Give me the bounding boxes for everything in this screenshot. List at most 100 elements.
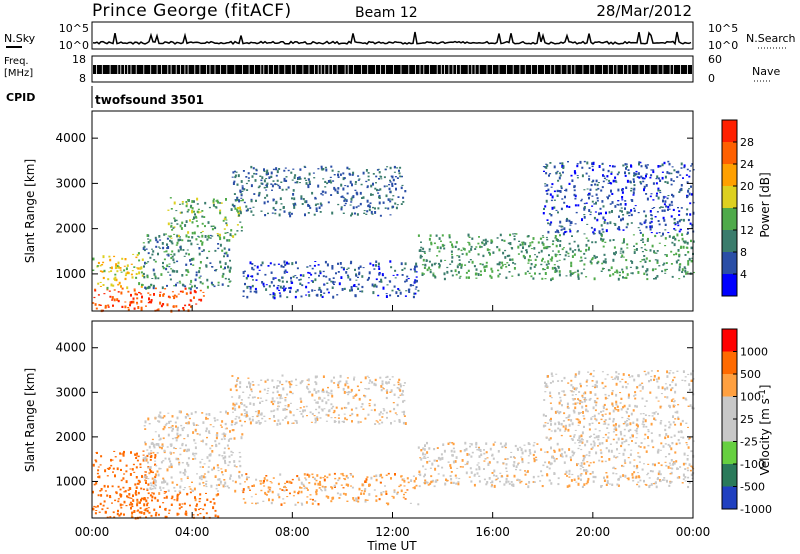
heatmap-cell-1-2	[179, 433, 182, 437]
heatmap-cell-1-6	[643, 370, 646, 373]
heatmap-cell-1-0	[151, 499, 153, 502]
heatmap-cell-1-1	[142, 497, 145, 501]
heatmap-cell-1-0	[139, 466, 142, 468]
heatmap-cell-1-1	[155, 511, 158, 514]
heatmap-cell-0-7	[597, 187, 600, 190]
cpid-value: twofsound 3501	[95, 93, 204, 107]
heatmap-cell-0-6	[658, 265, 661, 267]
heatmap-cell-0-7	[545, 163, 548, 165]
heatmap-cell-0-7	[638, 162, 640, 166]
heatmap-cell-1-6	[657, 376, 660, 380]
heatmap-cell-0-7	[686, 231, 689, 234]
heatmap-cell-0-4	[249, 207, 252, 210]
heatmap-cell-1-0	[104, 469, 107, 473]
heatmap-cell-1-2	[183, 473, 186, 476]
heatmap-cell-1-5	[419, 473, 422, 477]
heatmap-cell-1-3	[343, 406, 346, 409]
heatmap-cell-0-5	[311, 267, 314, 270]
heatmap-cell-0-0	[181, 290, 184, 293]
heatmap-cell-0-5	[261, 261, 264, 265]
heatmap-cell-1-1	[213, 502, 216, 505]
heatmap-cell-1-2	[176, 483, 179, 486]
heatmap-cell-1-5	[629, 453, 632, 456]
heatmap-cell-1-3	[247, 396, 250, 399]
heatmap-cell-0-2	[206, 278, 209, 282]
heatmap-cell-1-5	[455, 482, 458, 485]
heatmap-cell-1-6	[639, 413, 642, 415]
heatmap-cell-1-6	[674, 418, 677, 420]
heatmap-cell-0-2	[157, 252, 159, 256]
heatmap-cell-0-6	[458, 259, 461, 261]
heatmap-cell-0-7	[671, 193, 673, 196]
heatmap-cell-1-5	[455, 456, 458, 459]
heatmap-cell-0-6	[596, 256, 598, 258]
heatmap-cell-0-7	[612, 179, 615, 183]
heatmap-cell-1-5	[485, 451, 488, 454]
heatmap-cell-1-2	[233, 424, 236, 426]
heatmap-cell-0-3	[185, 220, 188, 223]
heatmap-cell-0-4	[285, 179, 288, 182]
heatmap-cell-0-6	[499, 233, 502, 237]
heatmap-cell-1-5	[496, 461, 499, 464]
heatmap-cell-1-3	[240, 402, 243, 405]
heatmap-cell-0-7	[630, 213, 633, 217]
heatmap-cell-1-5	[520, 448, 523, 452]
heatmap-cell-0-5	[248, 285, 251, 288]
heatmap-cell-0-7	[688, 192, 691, 196]
heatmap-cell-1-3	[374, 383, 377, 387]
heatmap-cell-0-5	[319, 270, 322, 273]
heatmap-cell-1-0	[121, 504, 124, 506]
heatmap-cell-1-0	[145, 499, 148, 503]
heatmap-cell-1-5	[478, 455, 481, 458]
heatmap-cell-0-6	[687, 251, 690, 254]
heatmap-cell-0-5	[397, 288, 400, 290]
heatmap-cell-1-5	[648, 485, 651, 489]
heatmap-cell-0-6	[444, 259, 447, 261]
heatmap-cell-0-0	[140, 309, 143, 312]
heatmap-cell-1-6	[603, 420, 606, 423]
heatmap-cell-1-2	[227, 487, 230, 489]
heatmap-cell-1-5	[510, 481, 513, 483]
heatmap-cell-0-4	[392, 195, 395, 197]
heatmap-cell-1-2	[202, 481, 205, 484]
heatmap-cell-0-2	[145, 248, 148, 250]
heatmap-cell-0-6	[443, 247, 446, 250]
heatmap-cell-1-3	[355, 393, 358, 396]
heatmap-cell-0-5	[295, 290, 298, 293]
heatmap-cell-0-6	[681, 271, 684, 273]
heatmap-cell-0-2	[225, 251, 228, 255]
heatmap-cell-1-5	[478, 475, 481, 477]
heatmap-cell-0-4	[247, 179, 250, 182]
heatmap-cell-0-5	[286, 261, 288, 265]
x-tick-label-6: 00:00	[676, 525, 711, 539]
heatmap-cell-0-5	[251, 275, 254, 278]
heatmap-cell-0-2	[144, 261, 146, 265]
heatmap-cell-0-7	[596, 218, 599, 222]
heatmap-cell-1-2	[223, 479, 226, 481]
heatmap-cell-1-3	[322, 388, 324, 391]
heatmap-cell-0-0	[200, 298, 203, 302]
heatmap-cell-0-2	[213, 285, 216, 288]
heatmap-cell-1-5	[478, 466, 481, 468]
heatmap-cell-0-4	[240, 193, 243, 197]
heatmap-cell-0-6	[644, 260, 647, 263]
colorbar-tick-label-6: -500	[740, 481, 765, 494]
heatmap-cell-1-5	[429, 467, 432, 469]
heatmap-cell-1-5	[586, 461, 589, 463]
heatmap-cell-0-5	[407, 278, 410, 280]
heatmap-cell-1-0	[146, 502, 149, 504]
heatmap-cell-1-5	[532, 444, 535, 447]
heatmap-cell-1-4	[360, 490, 363, 492]
heatmap-cell-1-5	[480, 453, 483, 457]
heatmap-cell-0-5	[414, 265, 416, 269]
heatmap-cell-0-2	[142, 247, 145, 250]
heatmap-cell-0-6	[515, 233, 518, 235]
heatmap-cell-0-2	[177, 249, 180, 253]
heatmap-cell-1-5	[601, 460, 604, 463]
heatmap-cell-0-2	[186, 269, 189, 272]
heatmap-cell-1-1	[180, 506, 183, 508]
heatmap-cell-1-4	[325, 495, 328, 498]
heatmap-cell-1-3	[237, 377, 240, 380]
heatmap-cell-0-6	[670, 250, 673, 253]
heatmap-cell-0-5	[392, 274, 395, 276]
